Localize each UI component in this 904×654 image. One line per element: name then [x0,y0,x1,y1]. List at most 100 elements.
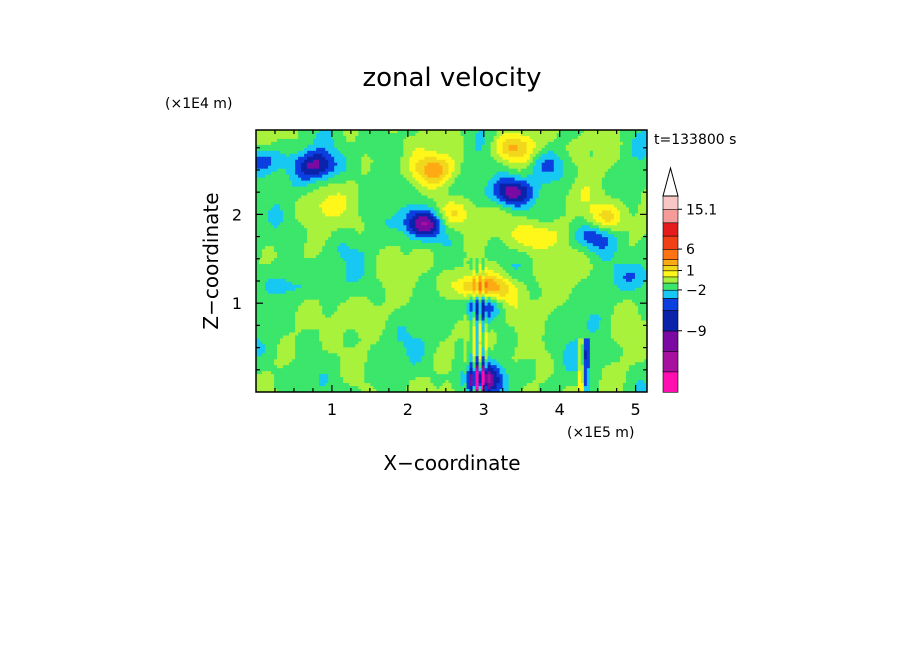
field-cell [481,153,486,158]
field-cell [424,159,429,164]
field-cell [565,198,570,203]
field-cell [310,243,314,247]
field-cell [508,130,513,134]
field-cell [406,165,410,170]
field-cell [358,144,362,149]
field-cell [394,135,398,140]
field-cell [328,225,332,229]
field-cell [307,162,311,167]
field-cell [508,228,513,232]
field-cell [559,201,564,206]
field-cell [466,168,471,173]
field-cell [490,168,495,173]
field-cell [322,192,326,197]
field-cell [301,222,305,226]
field-cell [397,189,401,194]
field-cell [481,192,486,197]
field-cell [322,159,326,164]
field-cell [481,219,486,223]
field-cell [391,198,395,203]
field-cell [457,180,462,185]
field-cell [562,222,567,226]
field-cell [523,144,528,149]
field-cell [385,198,389,203]
field-cell [445,177,450,182]
field-cell [523,147,528,152]
field-cell [562,180,567,185]
field-cell [301,192,305,197]
field-cell [409,186,413,191]
field-cell [502,162,507,167]
field-cell [277,192,281,197]
field-cell [559,222,564,226]
field-cell [301,141,305,146]
field-cell [568,138,573,143]
field-cell [604,225,609,229]
field-cell [496,198,501,203]
field-cell [472,210,477,214]
field-cell [355,231,359,235]
field-cell [610,165,615,170]
field-cell [532,162,537,167]
field-cell [478,222,483,226]
field-cell [568,180,573,185]
field-cell [502,231,507,235]
field-cell [340,132,344,137]
field-cell [547,168,552,173]
field-cell [355,147,359,152]
field-cell [313,180,317,185]
field-cell [544,186,549,191]
field-cell [325,162,329,167]
field-cell [589,141,594,146]
field-cell [631,219,636,223]
field-cell [397,204,401,209]
field-cell [538,141,543,146]
field-cell [337,171,341,176]
field-cell [295,192,299,197]
field-cell [637,174,642,179]
field-cell [373,219,377,223]
field-cell [436,153,441,158]
field-cell [574,207,579,211]
field-cell [517,207,522,211]
field-cell [610,150,615,155]
field-cell [583,195,588,200]
field-cell [352,180,356,185]
field-cell [562,132,567,137]
field-cell [535,192,540,197]
field-cell [481,156,486,161]
field-cell [310,180,314,185]
field-cell [463,219,468,223]
field-cell [376,183,380,188]
field-cell [640,177,645,182]
field-cell [427,186,432,191]
field-cell [448,159,453,164]
field-cell [538,177,543,182]
field-cell [283,219,287,223]
field-cell [601,210,606,214]
field-cell [547,147,552,152]
field-cell [640,159,645,164]
field-cell [382,216,386,220]
field-cell [535,162,540,167]
field-cell [529,165,534,170]
field-cell [454,207,459,211]
field-cell [640,228,645,232]
field-cell [544,130,549,134]
field-cell [466,138,471,143]
field-cell [499,195,504,200]
field-cell [631,168,636,173]
field-cell [442,204,447,209]
field-cell [490,192,495,197]
field-cell [310,204,314,209]
field-cell [589,228,594,232]
field-cell [577,183,582,188]
field-cell [331,159,335,164]
field-cell [259,165,263,170]
field-cell [640,237,645,241]
field-cell [421,171,426,176]
field-cell [634,156,639,161]
field-cell [580,171,585,176]
field-cell [265,225,269,229]
field-cell [598,222,603,226]
